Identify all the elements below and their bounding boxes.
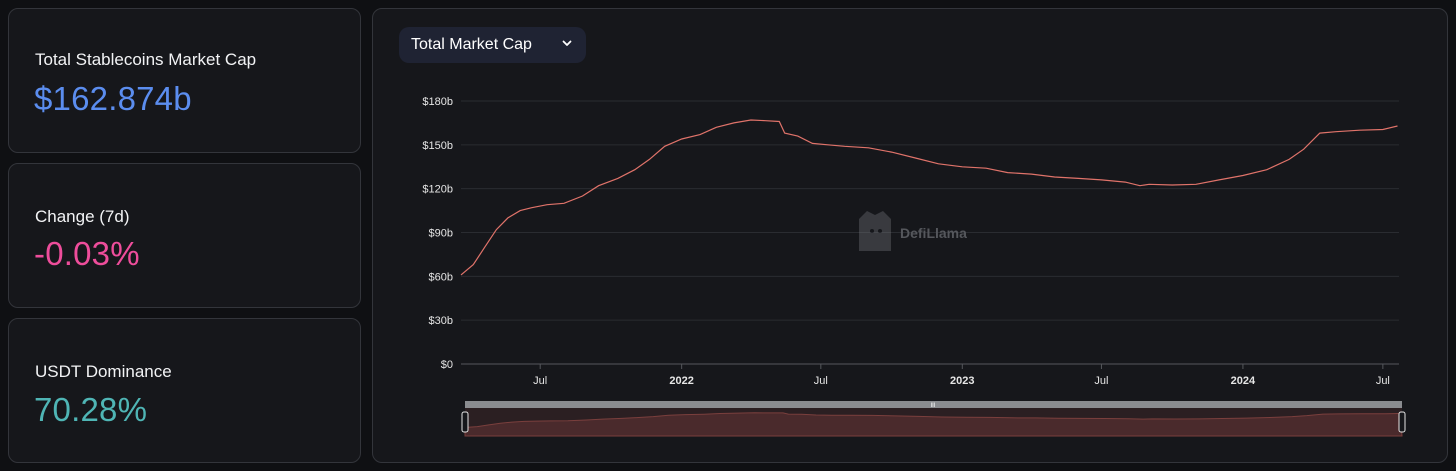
y-tick-label: $0 — [441, 359, 453, 371]
watermark-text: DefiLlama — [900, 225, 967, 241]
market-cap-chart: DefiLlama $0$30b$60b$90b$120b$150b$180b … — [422, 96, 1406, 437]
usdt-dominance-label: USDT Dominance — [35, 362, 172, 381]
metric-dropdown[interactable]: Total Market Cap — [399, 27, 586, 63]
x-tick-label: Jul — [1094, 375, 1108, 387]
defillama-watermark: DefiLlama — [859, 211, 967, 251]
llama-logo-icon — [859, 211, 891, 251]
mini-area — [464, 412, 1403, 437]
y-tick-label: $30b — [429, 315, 453, 327]
change-7d-label: Change (7d) — [35, 207, 130, 226]
x-tick-label: 2023 — [950, 375, 974, 387]
x-tick-label: 2024 — [1231, 375, 1256, 387]
y-tick-label: $180b — [422, 96, 453, 108]
x-tick-label: Jul — [533, 375, 547, 387]
slider-track[interactable] — [465, 401, 1402, 408]
chevron-down-icon — [562, 40, 572, 46]
market-cap-card: Total Stablecoins Market Cap $162.874b — [8, 8, 361, 153]
usdt-dominance-card: USDT Dominance 70.28% — [8, 318, 361, 463]
chart-card: DefiLlama $0 $30b $60b $90b $120b $150b $180b … — [372, 8, 1448, 463]
change-7d-card: Change (7d) -0.03% — [8, 163, 361, 308]
slider-grip-icon[interactable]: III — [930, 403, 935, 409]
y-tick-label: $60b — [429, 271, 453, 283]
y-tick-label: $90b — [429, 228, 453, 240]
x-tick-label: 2022 — [669, 375, 693, 387]
market-cap-value: $162.874b — [34, 80, 192, 117]
x-tick-label: Jul — [1376, 375, 1390, 387]
market-cap-label: Total Stablecoins Market Cap — [35, 50, 257, 69]
change-7d-value: -0.03% — [34, 235, 140, 272]
market-cap-line — [460, 119, 1398, 276]
y-tick-label: $150b — [422, 140, 453, 152]
slider-left-handle[interactable] — [461, 411, 469, 433]
usdt-dominance-value: 70.28% — [34, 391, 148, 428]
x-tick-label: Jul — [814, 375, 828, 387]
metric-dropdown-label: Total Market Cap — [411, 36, 532, 53]
zoom-slider[interactable]: III — [461, 401, 1406, 437]
y-tick-label: $120b — [422, 184, 453, 196]
slider-right-handle[interactable] — [1398, 411, 1406, 433]
